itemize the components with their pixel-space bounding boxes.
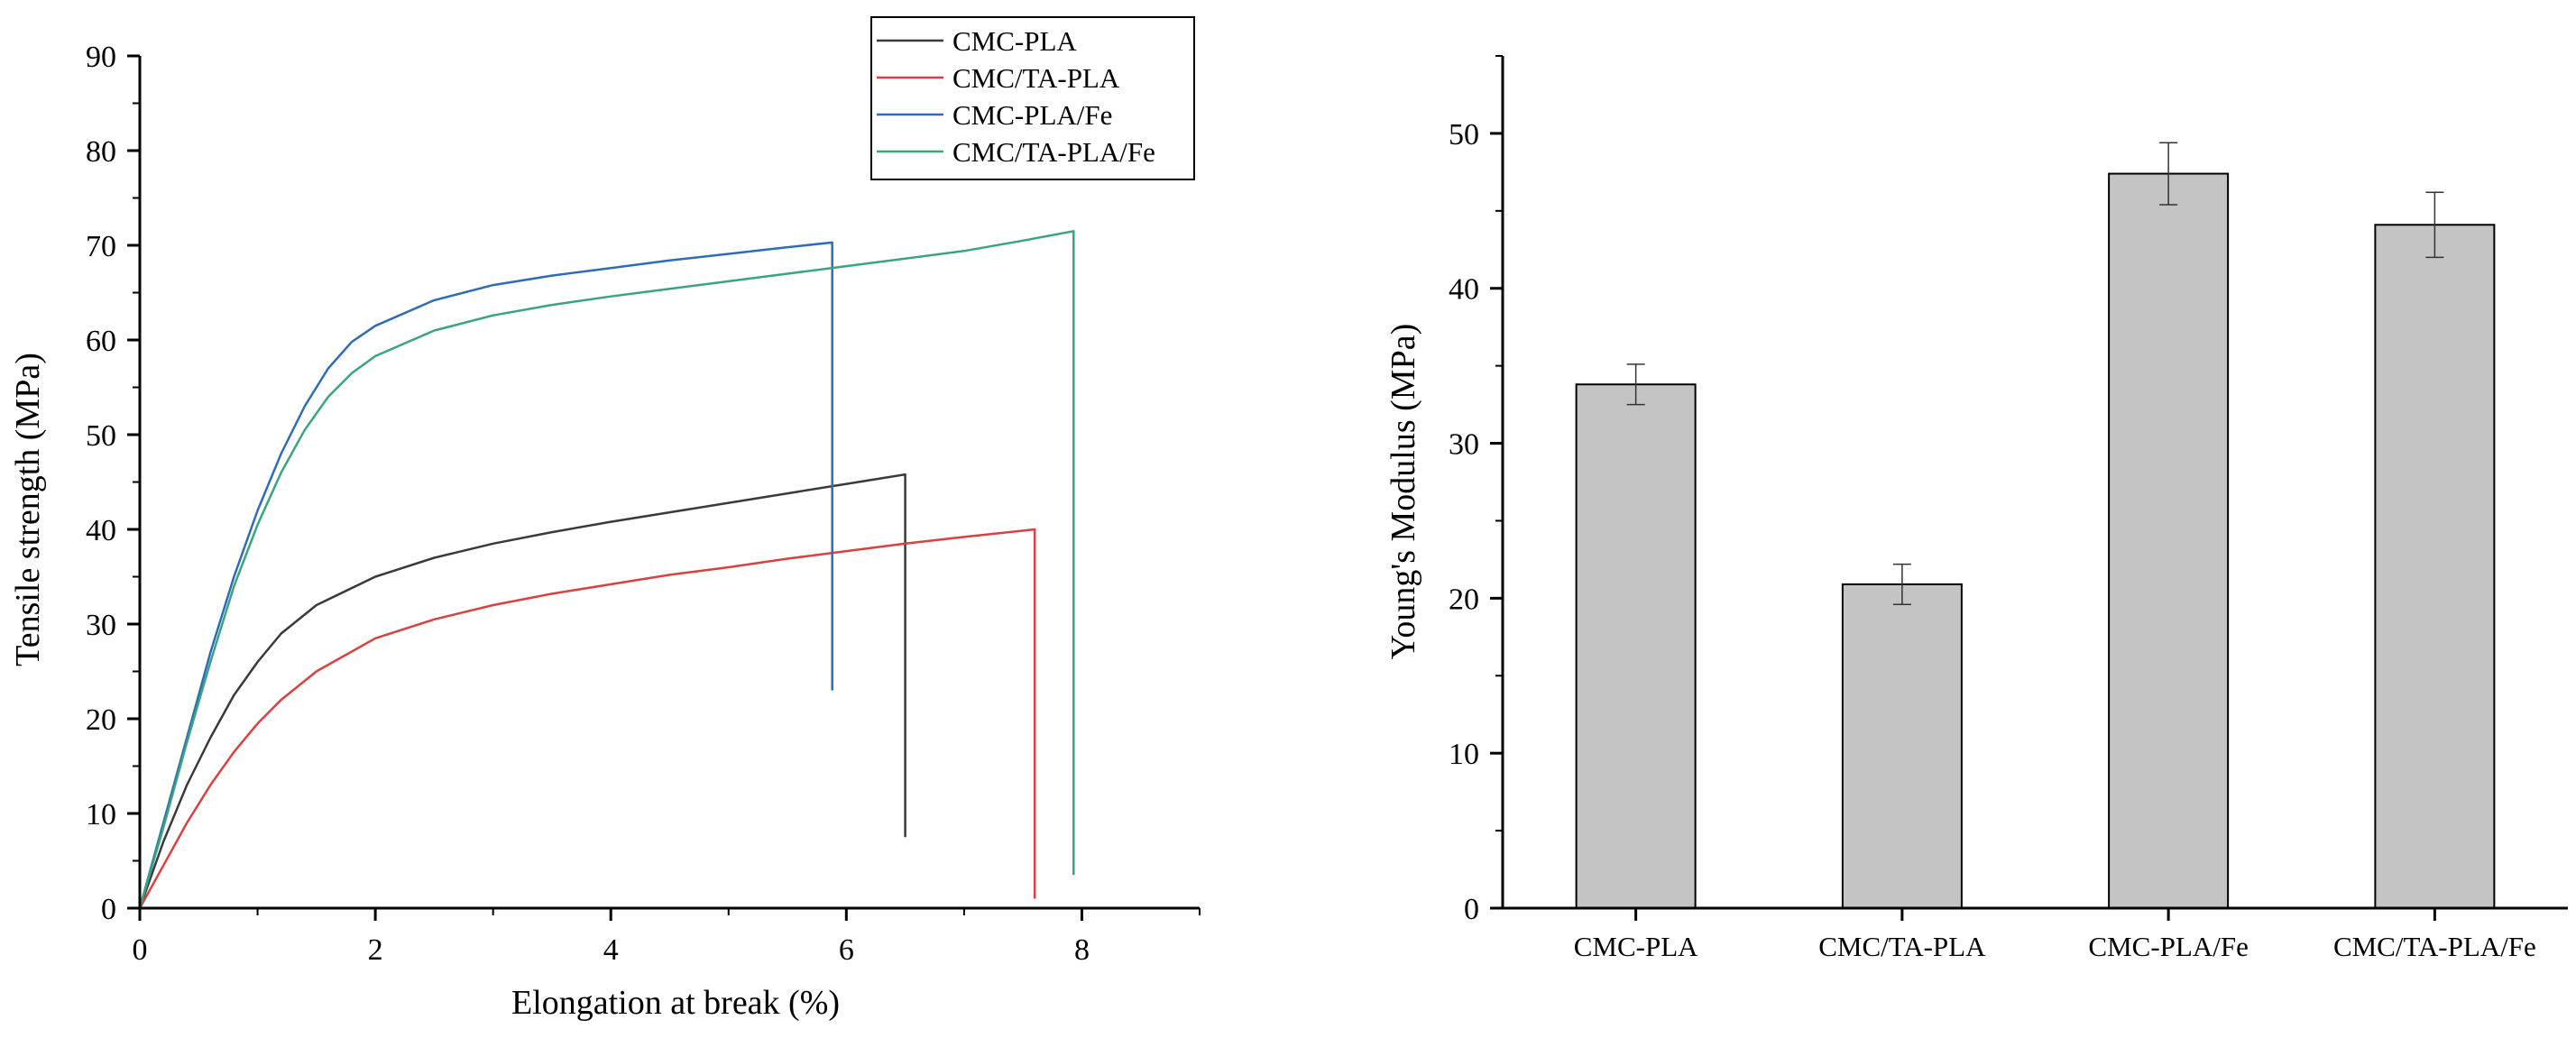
x-tick-label: 4 (603, 933, 619, 967)
y-axis-title: Tensile strength (MPa) (9, 353, 47, 666)
x-tick-label: 8 (1074, 933, 1090, 967)
bar (1575, 383, 1697, 910)
y-tick-label: 70 (86, 230, 116, 263)
legend-label: CMC/TA-PLA (952, 62, 1120, 94)
legend-label: CMC-PLA/Fe (952, 99, 1112, 131)
y-tick-label: 60 (86, 325, 116, 358)
x-tick-label: 2 (368, 933, 383, 967)
legend-label: CMC/TA-PLA/Fe (952, 136, 1155, 168)
y-tick-label: 30 (1449, 428, 1479, 462)
y-tick-label: 10 (1449, 738, 1479, 771)
legend-label: CMC-PLA (952, 25, 1077, 57)
tensile-strength-chart: 0 10 20 30 40 50 60 70 80 90 0 2 4 6 8 Elongation at b… (9, 16, 1201, 1022)
y-tick-label: 80 (86, 135, 116, 169)
series-line-4 (138, 230, 1075, 909)
y-tick-label: 10 (86, 798, 116, 831)
y-tick-label: 90 (86, 41, 116, 74)
series-line-3 (138, 241, 833, 909)
series-line-1 (138, 473, 906, 909)
x-tick-label: 6 (839, 933, 854, 967)
legend: CMC-PLA CMC/TA-PLA CMC-PLA/Fe CMC/TA-PLA/Fe (870, 16, 1195, 180)
y-tick-label: 40 (86, 514, 116, 547)
youngs-modulus-chart: 0 10 20 30 40 50 CMC-PLA CMC/TA-PLA CMC-PLA/Fe CM… (1385, 55, 2568, 962)
y-tick-label: 0 (1464, 893, 1479, 926)
tensile-series-lines (138, 230, 1075, 909)
bar (2108, 172, 2230, 909)
series-line-2 (138, 528, 1036, 909)
y-axis-title: Young's Modulus (MPa) (1385, 324, 1422, 660)
x-axis-title: Elongation at break (%) (511, 984, 840, 1022)
y-tick-label: 20 (1449, 583, 1479, 616)
category-label: CMC-PLA/Fe (2088, 931, 2248, 962)
bar (2374, 224, 2496, 910)
y-tick-label: 50 (86, 419, 116, 453)
y-tick-label: 0 (101, 893, 116, 926)
y-tick-label: 30 (86, 609, 116, 642)
y-tick-label: 50 (1449, 118, 1479, 152)
bar (1841, 583, 1963, 910)
x-tick-label: 0 (133, 933, 148, 967)
category-label: CMC-PLA (1574, 931, 1698, 962)
category-label: CMC/TA-PLA (1818, 931, 1986, 962)
y-tick-label: 40 (1449, 273, 1479, 307)
category-label: CMC/TA-PLA/Fe (2333, 931, 2536, 962)
y-tick-label: 20 (86, 703, 116, 737)
